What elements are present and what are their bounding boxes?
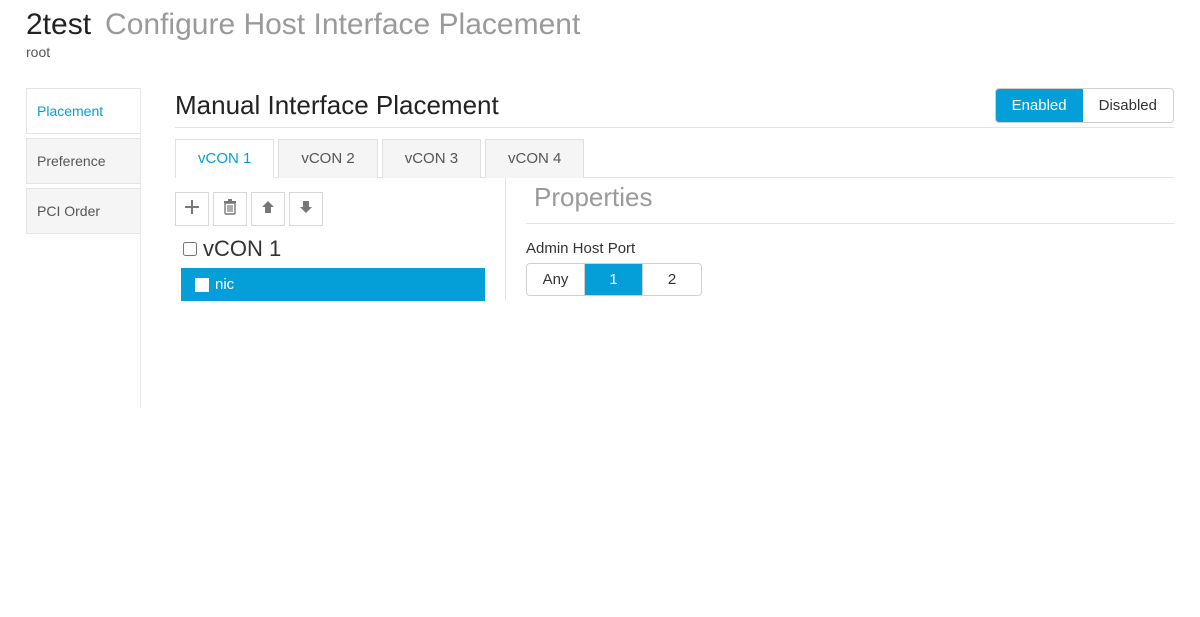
profile-name: 2test	[26, 8, 91, 42]
tree-root-checkbox[interactable]	[183, 242, 197, 256]
tab-vcon-1[interactable]: vCON 1	[175, 139, 274, 178]
enabled-toggle: Enabled Disabled	[995, 88, 1174, 123]
sidebar-item-pci-order[interactable]: PCI Order	[26, 188, 141, 234]
vcon-tabs: vCON 1 vCON 2 vCON 3 vCON 4	[175, 138, 1174, 178]
properties-title: Properties	[526, 178, 1174, 224]
arrow-down-icon	[298, 199, 314, 220]
sidebar: Placement Preference PCI Order	[26, 88, 141, 238]
tab-vcon-3[interactable]: vCON 3	[382, 139, 481, 178]
add-button[interactable]	[175, 192, 209, 226]
admin-host-port-selector: Any 1 2	[526, 263, 702, 296]
tree-root[interactable]: vCON 1	[175, 236, 485, 262]
move-up-button[interactable]	[251, 192, 285, 226]
tree-toolbar	[175, 192, 485, 226]
host-port-1[interactable]: 1	[585, 264, 643, 295]
tab-vcon-4[interactable]: vCON 4	[485, 139, 584, 178]
breadcrumb-root: root	[26, 44, 1174, 60]
tab-vcon-2[interactable]: vCON 2	[278, 139, 377, 178]
trash-icon	[222, 199, 238, 220]
tree-item-checkbox[interactable]	[195, 278, 209, 292]
plus-icon	[184, 199, 200, 220]
toggle-disabled[interactable]: Disabled	[1083, 89, 1173, 122]
admin-host-port-label: Admin Host Port	[526, 240, 1174, 257]
section-title: Manual Interface Placement	[175, 90, 499, 121]
arrow-up-icon	[260, 199, 276, 220]
host-port-any[interactable]: Any	[527, 264, 585, 295]
tree-item-nic[interactable]: nic	[181, 268, 485, 301]
sidebar-item-preference[interactable]: Preference	[26, 138, 141, 184]
move-down-button[interactable]	[289, 192, 323, 226]
toggle-enabled[interactable]: Enabled	[996, 89, 1083, 122]
tree-root-label: vCON 1	[203, 236, 281, 262]
tree-item-label: nic	[215, 276, 234, 293]
delete-button[interactable]	[213, 192, 247, 226]
page-title: Configure Host Interface Placement	[105, 8, 580, 42]
sidebar-item-placement[interactable]: Placement	[26, 88, 141, 134]
host-port-2[interactable]: 2	[643, 264, 701, 295]
